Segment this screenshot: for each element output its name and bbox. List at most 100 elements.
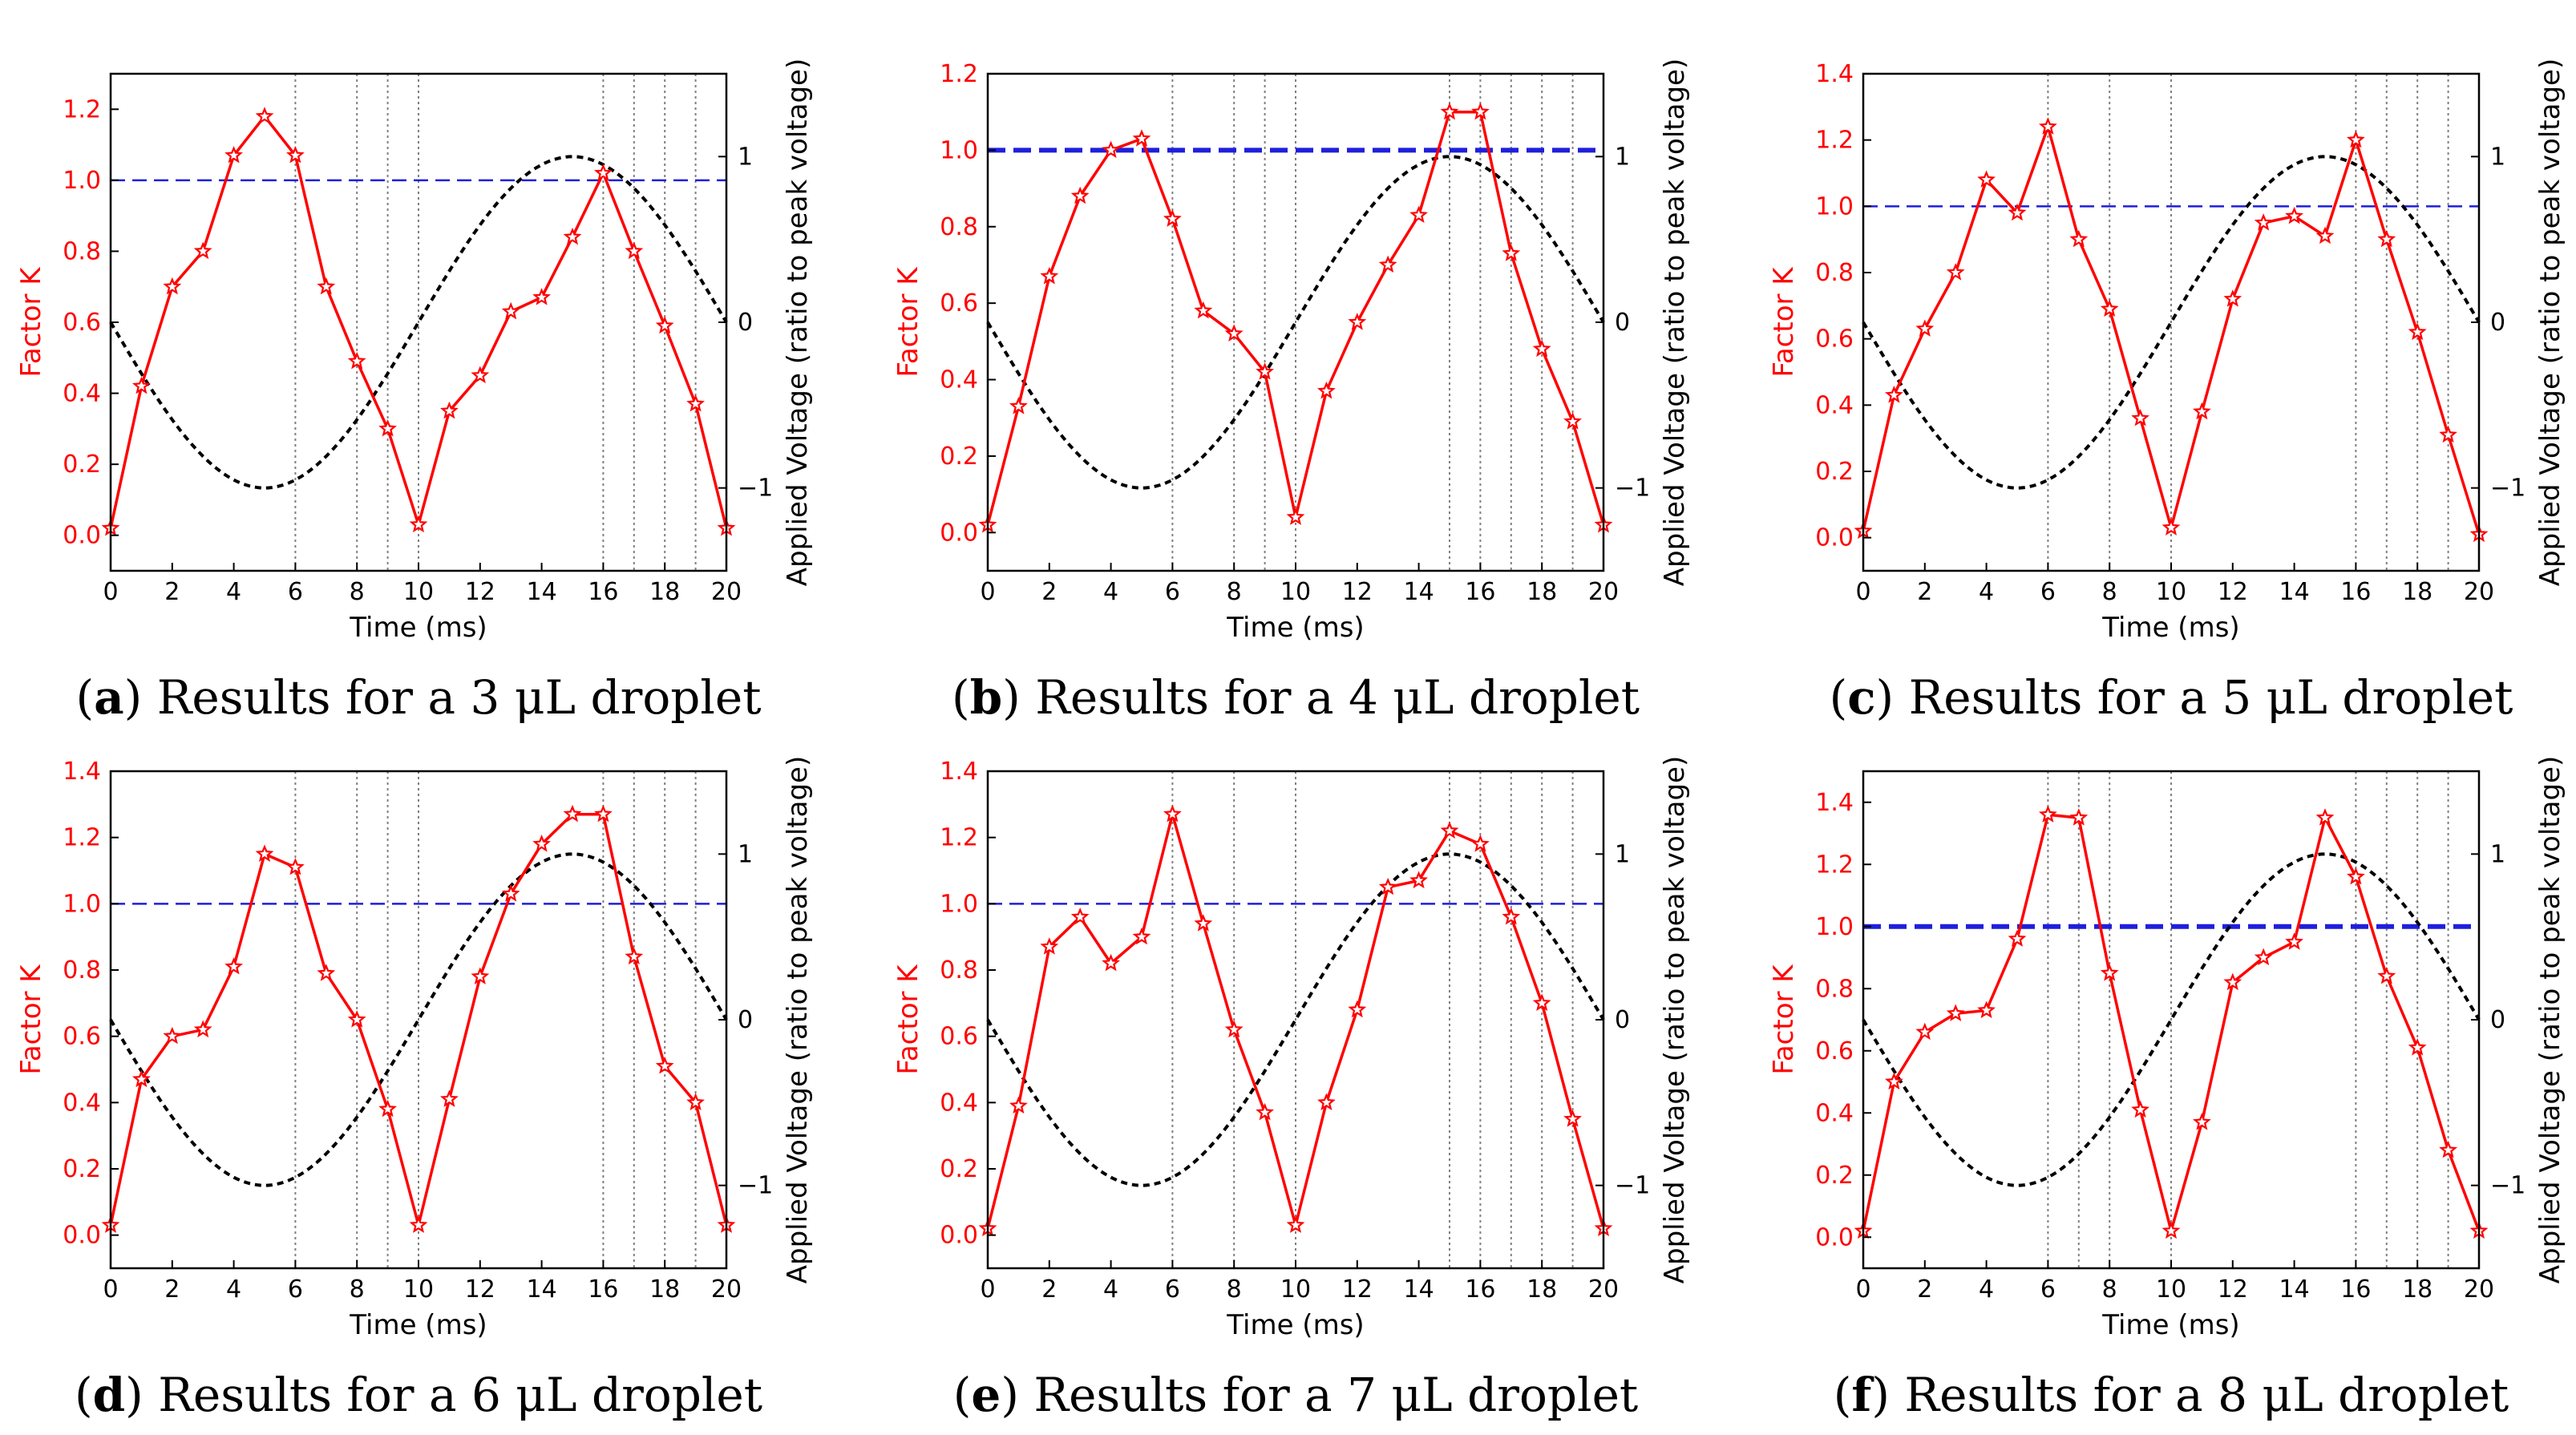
factor-k-point — [1317, 381, 1336, 399]
factor-k-point — [1040, 266, 1059, 285]
factor-k-point — [1256, 362, 1275, 380]
x-tick-label: 14 — [2279, 578, 2310, 606]
y-tick-label: 0.0 — [940, 519, 978, 547]
factor-k-point — [317, 964, 336, 981]
factor-k-point — [2285, 932, 2303, 950]
factor-k-point — [1378, 877, 1397, 895]
caption-letter: c — [1847, 670, 1875, 725]
factor-k-point — [2193, 1113, 2211, 1130]
y-tick-label: 1.0 — [1815, 913, 1854, 941]
y-axis-title-right: Applied Voltage (ratio to peak voltage) — [1659, 756, 1691, 1284]
factor-k-point — [532, 288, 552, 305]
caption-letter: e — [971, 1368, 1001, 1422]
factor-k-point — [1440, 102, 1459, 120]
y-tick-label: 1.0 — [63, 890, 101, 918]
x-tick-label: 16 — [588, 1275, 618, 1304]
x-tick-label: 4 — [1103, 578, 1118, 606]
x-tick-label: 20 — [1588, 578, 1619, 606]
caption-text: Results for a 6 μL droplet — [144, 1368, 762, 1422]
y2-tick-label: 1 — [738, 143, 753, 171]
x-tick-label: 14 — [1404, 578, 1434, 606]
x-tick-label: 0 — [1855, 1275, 1870, 1304]
factor-k-point — [2315, 808, 2335, 826]
y-tick-label: 0.6 — [63, 309, 101, 337]
x-tick-label: 12 — [2218, 578, 2248, 606]
y-axis-title-left: Factor K — [15, 964, 47, 1075]
y-tick-label: 0.8 — [940, 213, 978, 241]
x-tick-label: 14 — [527, 578, 557, 606]
factor-k-point — [1132, 129, 1151, 147]
x-tick-label: 4 — [226, 578, 241, 606]
factor-k-point — [1977, 170, 1996, 188]
factor-k-point — [1946, 1004, 1965, 1021]
factor-k-point — [1102, 953, 1120, 972]
factor-k-point — [471, 967, 490, 984]
factor-k-point — [131, 1069, 151, 1088]
x-tick-label: 0 — [103, 578, 118, 606]
y-tick-label: 1.4 — [940, 758, 978, 786]
x-tick-label: 18 — [2402, 578, 2432, 606]
caption-text: Results for a 8 μL droplet — [1890, 1368, 2509, 1422]
y-tick-label: 1.0 — [1815, 192, 1854, 220]
factor-k-point — [2069, 808, 2089, 826]
x-tick-label: 8 — [2102, 578, 2117, 606]
y-tick-label: 0.2 — [63, 1155, 101, 1183]
factor-k-point — [1286, 1215, 1305, 1233]
x-tick-label: 2 — [1041, 578, 1057, 606]
x-tick-label: 12 — [465, 1275, 495, 1304]
x-tick-label: 6 — [1165, 1275, 1180, 1304]
caption-paren-close: ) — [1002, 670, 1021, 725]
y-tick-label: 0.8 — [63, 237, 101, 265]
y-axis-title-left: Factor K — [15, 266, 47, 378]
x-tick-label: 6 — [288, 578, 303, 606]
y-tick-label: 0.0 — [940, 1222, 978, 1250]
factor-k-point — [1256, 1102, 1274, 1121]
factor-k-point — [2439, 1140, 2457, 1158]
y-tick-label: 0.6 — [1815, 325, 1854, 354]
x-tick-label: 2 — [164, 578, 180, 606]
factor-k-point — [2377, 966, 2396, 984]
caption-letter: b — [970, 670, 1003, 725]
factor-k-point — [1224, 324, 1244, 342]
y-tick-label: 1.0 — [63, 167, 101, 195]
x-tick-label: 16 — [1465, 1275, 1495, 1304]
y2-tick-label: −1 — [1615, 475, 1650, 503]
factor-k-point — [1502, 244, 1521, 261]
factor-k-point — [409, 1215, 428, 1233]
y2-tick-label: 0 — [2490, 309, 2505, 337]
y-tick-label: 0.6 — [940, 289, 978, 317]
y-tick-label: 1.2 — [940, 60, 978, 88]
factor-k-point — [440, 401, 459, 419]
y-tick-label: 1.4 — [1815, 60, 1854, 88]
y-tick-label: 1.2 — [940, 824, 978, 852]
factor-k-point — [1040, 937, 1059, 955]
x-tick-label: 10 — [2156, 1275, 2186, 1304]
y-tick-label: 0.4 — [1815, 1099, 1854, 1127]
panel-caption: (b) Results for a 4 μL droplet — [952, 670, 1640, 725]
y-tick-label: 0.0 — [63, 1222, 101, 1250]
factor-k-point — [1102, 140, 1120, 159]
caption-paren-open: ( — [1834, 1368, 1852, 1422]
x-tick-label: 8 — [1227, 1275, 1242, 1304]
factor-k-point — [655, 316, 674, 334]
y2-tick-label: −1 — [1615, 1172, 1650, 1200]
factor-k-point — [2347, 867, 2365, 885]
factor-k-point — [655, 1057, 674, 1074]
y-tick-label: 0.4 — [940, 1089, 978, 1117]
factor-k-point — [1194, 301, 1213, 319]
x-tick-label: 0 — [1855, 578, 1870, 606]
factor-k-point — [1348, 313, 1367, 330]
y-tick-label: 1.0 — [940, 890, 978, 918]
factor-k-point — [1563, 412, 1583, 430]
y-tick-label: 1.2 — [63, 824, 101, 852]
caption-letter: a — [94, 670, 124, 725]
x-axis-title: Time (ms) — [349, 612, 487, 644]
factor-k-point — [163, 1026, 182, 1045]
factor-k-point — [2131, 409, 2149, 426]
factor-k-point — [347, 351, 366, 370]
y-tick-label: 0.0 — [63, 522, 101, 550]
y2-tick-label: −1 — [738, 475, 773, 503]
